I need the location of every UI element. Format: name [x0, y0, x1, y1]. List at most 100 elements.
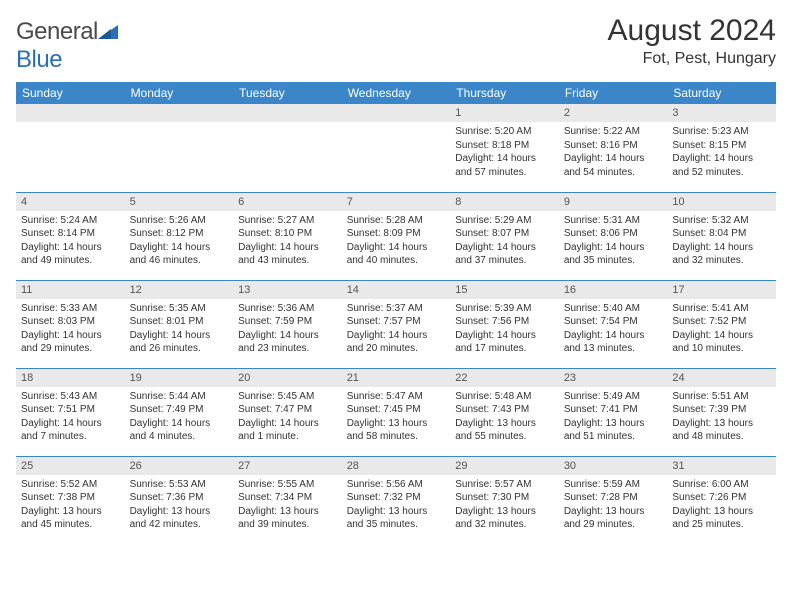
weekday-header: Wednesday: [342, 82, 451, 104]
sunrise-line: Sunrise: 5:33 AM: [21, 302, 120, 316]
daylight-line: Daylight: 13 hours and 58 minutes.: [347, 417, 446, 444]
day-number: 9: [559, 193, 668, 211]
sunset-line: Sunset: 7:57 PM: [347, 315, 446, 329]
calendar-day-cell: 9Sunrise: 5:31 AMSunset: 8:06 PMDaylight…: [559, 192, 668, 280]
calendar-day-cell: 14Sunrise: 5:37 AMSunset: 7:57 PMDayligh…: [342, 280, 451, 368]
day-content: Sunrise: 5:35 AMSunset: 8:01 PMDaylight:…: [125, 299, 234, 360]
page-header: GeneralBlue August 2024 Fot, Pest, Hunga…: [16, 14, 776, 74]
day-number: 24: [667, 369, 776, 387]
sunrise-line: Sunrise: 5:22 AM: [564, 125, 663, 139]
month-title: August 2024: [608, 14, 776, 48]
day-number: 23: [559, 369, 668, 387]
calendar-week-row: 1Sunrise: 5:20 AMSunset: 8:18 PMDaylight…: [16, 104, 776, 192]
calendar-day-cell: 24Sunrise: 5:51 AMSunset: 7:39 PMDayligh…: [667, 368, 776, 456]
sunrise-line: Sunrise: 5:36 AM: [238, 302, 337, 316]
weekday-header-row: SundayMondayTuesdayWednesdayThursdayFrid…: [16, 82, 776, 104]
calendar-week-row: 4Sunrise: 5:24 AMSunset: 8:14 PMDaylight…: [16, 192, 776, 280]
day-number: 27: [233, 457, 342, 475]
day-number: 15: [450, 281, 559, 299]
day-number: 2: [559, 104, 668, 122]
day-content: Sunrise: 5:33 AMSunset: 8:03 PMDaylight:…: [16, 299, 125, 360]
day-number: 4: [16, 193, 125, 211]
calendar-day-cell: 6Sunrise: 5:27 AMSunset: 8:10 PMDaylight…: [233, 192, 342, 280]
day-number: 20: [233, 369, 342, 387]
calendar-day-cell: 1Sunrise: 5:20 AMSunset: 8:18 PMDaylight…: [450, 104, 559, 192]
daylight-line: Daylight: 14 hours and 32 minutes.: [672, 241, 771, 268]
day-content: Sunrise: 5:32 AMSunset: 8:04 PMDaylight:…: [667, 211, 776, 272]
day-number: 6: [233, 193, 342, 211]
sunrise-line: Sunrise: 5:24 AM: [21, 214, 120, 228]
daylight-line: Daylight: 14 hours and 40 minutes.: [347, 241, 446, 268]
calendar-body: 1Sunrise: 5:20 AMSunset: 8:18 PMDaylight…: [16, 104, 776, 544]
calendar-day-cell: 28Sunrise: 5:56 AMSunset: 7:32 PMDayligh…: [342, 456, 451, 544]
sunset-line: Sunset: 8:15 PM: [672, 139, 771, 153]
sunrise-line: Sunrise: 5:48 AM: [455, 390, 554, 404]
day-content: Sunrise: 5:59 AMSunset: 7:28 PMDaylight:…: [559, 475, 668, 536]
day-content: Sunrise: 5:49 AMSunset: 7:41 PMDaylight:…: [559, 387, 668, 448]
day-content: Sunrise: 5:31 AMSunset: 8:06 PMDaylight:…: [559, 211, 668, 272]
calendar-day-cell: 30Sunrise: 5:59 AMSunset: 7:28 PMDayligh…: [559, 456, 668, 544]
calendar-day-cell: 5Sunrise: 5:26 AMSunset: 8:12 PMDaylight…: [125, 192, 234, 280]
daylight-line: Daylight: 13 hours and 48 minutes.: [672, 417, 771, 444]
calendar-day-cell: 26Sunrise: 5:53 AMSunset: 7:36 PMDayligh…: [125, 456, 234, 544]
logo-triangle-icon: [98, 18, 118, 46]
sunset-line: Sunset: 8:03 PM: [21, 315, 120, 329]
daylight-line: Daylight: 13 hours and 42 minutes.: [130, 505, 229, 532]
daylight-line: Daylight: 13 hours and 29 minutes.: [564, 505, 663, 532]
day-number: 3: [667, 104, 776, 122]
day-number: [16, 104, 125, 122]
weekday-header: Sunday: [16, 82, 125, 104]
day-content: Sunrise: 5:56 AMSunset: 7:32 PMDaylight:…: [342, 475, 451, 536]
calendar-day-cell: 7Sunrise: 5:28 AMSunset: 8:09 PMDaylight…: [342, 192, 451, 280]
sunrise-line: Sunrise: 5:32 AM: [672, 214, 771, 228]
calendar-day-cell: 3Sunrise: 5:23 AMSunset: 8:15 PMDaylight…: [667, 104, 776, 192]
calendar-week-row: 11Sunrise: 5:33 AMSunset: 8:03 PMDayligh…: [16, 280, 776, 368]
day-content: Sunrise: 5:47 AMSunset: 7:45 PMDaylight:…: [342, 387, 451, 448]
day-content: Sunrise: 5:22 AMSunset: 8:16 PMDaylight:…: [559, 122, 668, 183]
sunset-line: Sunset: 7:36 PM: [130, 491, 229, 505]
day-number: 19: [125, 369, 234, 387]
calendar-day-cell: 8Sunrise: 5:29 AMSunset: 8:07 PMDaylight…: [450, 192, 559, 280]
sunset-line: Sunset: 8:18 PM: [455, 139, 554, 153]
calendar-day-cell: 11Sunrise: 5:33 AMSunset: 8:03 PMDayligh…: [16, 280, 125, 368]
sunset-line: Sunset: 8:12 PM: [130, 227, 229, 241]
sunrise-line: Sunrise: 5:55 AM: [238, 478, 337, 492]
day-number: 26: [125, 457, 234, 475]
day-number: 7: [342, 193, 451, 211]
day-number: 8: [450, 193, 559, 211]
daylight-line: Daylight: 14 hours and 52 minutes.: [672, 152, 771, 179]
sunrise-line: Sunrise: 5:47 AM: [347, 390, 446, 404]
calendar-day-cell: 19Sunrise: 5:44 AMSunset: 7:49 PMDayligh…: [125, 368, 234, 456]
sunrise-line: Sunrise: 5:20 AM: [455, 125, 554, 139]
sunrise-line: Sunrise: 5:28 AM: [347, 214, 446, 228]
calendar-day-cell: 4 Sunrise: 5:24 AMSunset: 8:14 PMDaylight…: [16, 192, 125, 280]
day-content: Sunrise: 5:39 AMSunset: 7:56 PMDaylight:…: [450, 299, 559, 360]
day-number: 14: [342, 281, 451, 299]
sunrise-line: Sunrise: 5:29 AM: [455, 214, 554, 228]
sunrise-line: Sunrise: 5:39 AM: [455, 302, 554, 316]
day-number: 30: [559, 457, 668, 475]
day-number: 13: [233, 281, 342, 299]
day-content: Sunrise: 5:29 AMSunset: 8:07 PMDaylight:…: [450, 211, 559, 272]
day-number: 10: [667, 193, 776, 211]
day-content: Sunrise: 5:45 AMSunset: 7:47 PMDaylight:…: [233, 387, 342, 448]
sunset-line: Sunset: 8:06 PM: [564, 227, 663, 241]
day-content: Sunrise: 5:53 AMSunset: 7:36 PMDaylight:…: [125, 475, 234, 536]
day-content: Sunrise: 5:40 AMSunset: 7:54 PMDaylight:…: [559, 299, 668, 360]
sunset-line: Sunset: 7:28 PM: [564, 491, 663, 505]
sunset-line: Sunset: 7:45 PM: [347, 403, 446, 417]
sunset-line: Sunset: 7:39 PM: [672, 403, 771, 417]
sunset-line: Sunset: 8:14 PM: [21, 227, 120, 241]
calendar-day-cell: 25Sunrise: 5:52 AMSunset: 7:38 PMDayligh…: [16, 456, 125, 544]
weekday-header: Tuesday: [233, 82, 342, 104]
sunrise-line: Sunrise: 5:37 AM: [347, 302, 446, 316]
daylight-line: Daylight: 14 hours and 7 minutes.: [21, 417, 120, 444]
day-number: 25: [16, 457, 125, 475]
day-number: 11: [16, 281, 125, 299]
daylight-line: Daylight: 13 hours and 55 minutes.: [455, 417, 554, 444]
daylight-line: Daylight: 14 hours and 29 minutes.: [21, 329, 120, 356]
daylight-line: Daylight: 14 hours and 49 minutes.: [21, 241, 120, 268]
calendar-day-cell: 16Sunrise: 5:40 AMSunset: 7:54 PMDayligh…: [559, 280, 668, 368]
sunset-line: Sunset: 7:51 PM: [21, 403, 120, 417]
day-number: 18: [16, 369, 125, 387]
